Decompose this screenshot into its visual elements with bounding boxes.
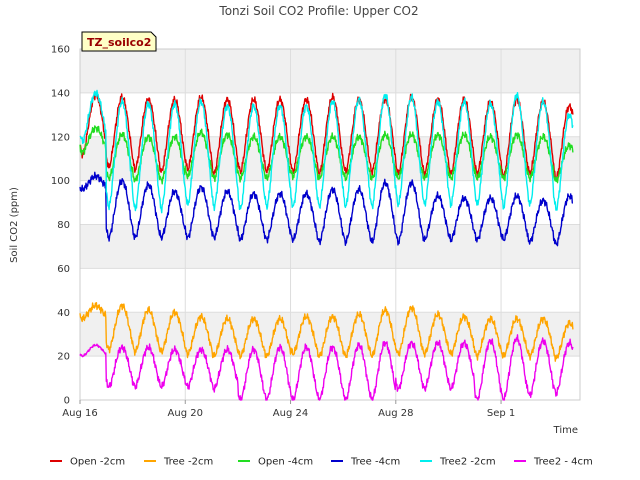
y-tick-label: 100 bbox=[51, 176, 70, 187]
y-axis-title: Soil CO2 (ppm) bbox=[9, 187, 20, 263]
x-axis-title: Time bbox=[553, 425, 578, 436]
x-tick-label: Aug 24 bbox=[273, 408, 308, 419]
y-tick-label: 160 bbox=[51, 45, 70, 56]
legend-label: Tree -2cm bbox=[163, 457, 213, 468]
y-axis: 0 20 40 60 80 100 120 140 160 bbox=[51, 45, 70, 407]
series-line bbox=[79, 334, 574, 401]
chart-title: Tonzi Soil CO2 Profile: Upper CO2 bbox=[218, 4, 418, 18]
series-lines bbox=[79, 89, 574, 401]
y-tick-label: 120 bbox=[51, 132, 70, 143]
y-tick-label: 80 bbox=[57, 220, 70, 231]
y-tick-label: 0 bbox=[64, 396, 70, 407]
series-line bbox=[79, 171, 573, 247]
badge-label: TZ_soilco2 bbox=[87, 36, 151, 49]
series-line bbox=[79, 302, 574, 362]
x-tick-label: Sep 1 bbox=[487, 408, 515, 419]
series-line bbox=[79, 125, 574, 185]
band bbox=[80, 224, 580, 269]
legend-label: Open -2cm bbox=[70, 457, 125, 468]
x-tick-label: Aug 16 bbox=[62, 408, 97, 419]
plot-area bbox=[79, 48, 581, 401]
legend-label: Tree2 - 4cm bbox=[533, 457, 593, 468]
y-tick-label: 40 bbox=[57, 308, 70, 319]
y-tick-label: 20 bbox=[57, 352, 70, 363]
legend-label: Tree2 -2cm bbox=[439, 457, 496, 468]
badge-shape bbox=[81, 31, 157, 52]
x-tick-label: Aug 28 bbox=[378, 408, 413, 419]
plot-frame bbox=[79, 48, 581, 401]
x-tick-label: Aug 20 bbox=[168, 408, 203, 419]
legend: Open -2cm Tree -2cm Open -4cm Tree -4cm Tree… bbox=[50, 457, 593, 468]
y-tick-label: 60 bbox=[57, 264, 70, 275]
y-tick-label: 140 bbox=[51, 88, 70, 99]
x-axis: Aug 16 Aug 20 Aug 24 Aug 28 Sep 1 bbox=[62, 400, 515, 419]
legend-label: Tree -4cm bbox=[350, 457, 400, 468]
dataset-badge: TZ_soilco2 bbox=[81, 31, 157, 52]
band bbox=[80, 49, 580, 93]
legend-label: Open -4cm bbox=[258, 457, 313, 468]
series-line bbox=[79, 89, 574, 214]
